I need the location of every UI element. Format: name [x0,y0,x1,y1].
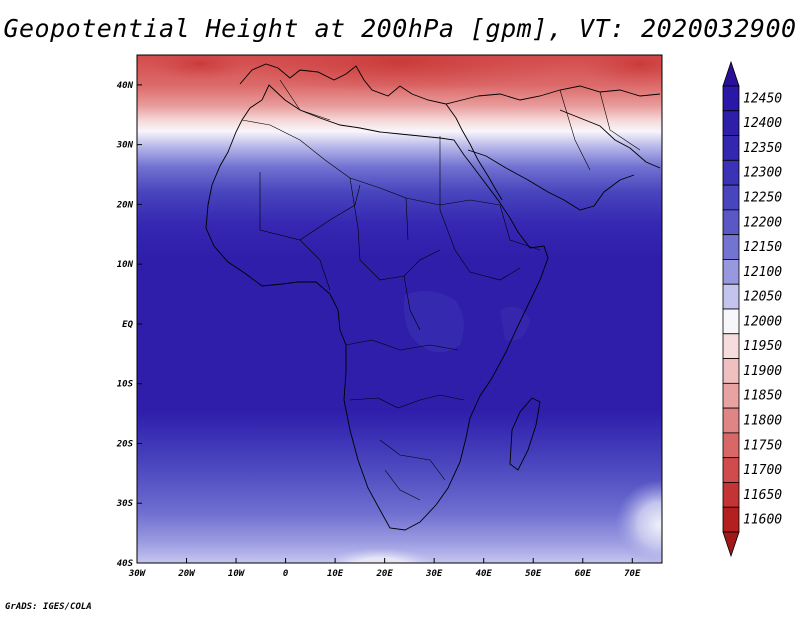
colorbar-label: 12100 [743,265,782,280]
x-tick-label: 40E [476,569,493,579]
colorbar-swatch [722,135,740,161]
colorbar-top-arrow [722,60,740,87]
colorbar-label: 12050 [743,290,782,305]
colorbar-label: 11650 [743,488,782,503]
colorbar-label: 11850 [743,389,782,404]
colorbar-swatch [722,333,740,359]
colorbar-swatch [722,110,740,136]
coastlines [205,63,661,531]
y-tick-label: 20S [116,439,134,449]
colorbar-label: 12450 [743,91,782,106]
colorbar-swatch [722,209,740,236]
colorbar-swatch [722,283,740,310]
colorbar-label: 12400 [743,116,782,131]
colorbar-label: 12200 [743,215,782,230]
colorbar-swatch [722,259,740,285]
colorbar-swatch [722,184,740,211]
y-tick-label: 20N [116,200,134,210]
x-tick-label: 10E [327,569,344,579]
colorbar-label: 11600 [743,513,782,528]
x-tick-label: 10W [228,569,246,579]
colorbar-swatch [722,358,740,384]
colorbar-swatch [722,308,740,335]
colorbar-swatch [722,506,740,533]
x-tick-label: 0 [283,569,289,579]
x-tick-label: 20W [177,569,196,579]
x-tick-label: 50E [525,569,542,579]
y-tick-label: 10N [117,260,134,270]
y-tick-label: 10S [117,380,134,390]
colorbar-swatch [722,457,740,483]
axis-ticks: 30W 20W 10W 0 10E 20E 30E 40E 50E 60E 70E 40N 30N 20N… [116,81,641,579]
colorbar: 12450 12400 12350 12300 12250 12200 12150 12100… [722,60,782,558]
colorbar-swatch [722,407,740,434]
geopotential-field [137,55,662,563]
colorbar-label: 11900 [743,364,782,379]
x-tick-label: 30E [425,569,443,579]
x-tick-label: 30W [128,569,147,579]
colorbar-label: 12000 [743,314,782,329]
colorbar-label: 11800 [743,414,782,429]
colorbar-bottom-arrow [722,531,740,558]
colorbar-swatch [722,234,740,260]
colorbar-swatch [722,159,740,186]
colorbar-label: 12250 [743,191,782,206]
x-tick-label: 70E [624,569,641,579]
y-tick-label: 30N [116,141,134,151]
colorbar-label: 11750 [743,438,782,453]
colorbar-swatch [722,382,740,409]
y-tick-label: 40N [117,81,134,91]
y-tick-label: 30S [116,499,134,509]
grads-credit: GrADS: IGES/COLA [5,602,92,612]
y-tick-label: 40S [117,559,134,569]
country-borders [241,79,641,501]
colorbar-label: 11700 [743,463,782,478]
colorbar-swatch [722,482,740,508]
colorbar-label: 12300 [743,166,782,181]
colorbar-label: 12350 [743,141,782,156]
plot-frame [136,54,663,564]
colorbar-label: 11950 [743,339,782,354]
x-tick-label: 20E [376,569,394,579]
colorbar-swatch [722,85,740,112]
x-tick-label: 60E [575,569,592,579]
colorbar-label: 12150 [743,240,782,255]
map-title: Geopotential Height at 200hPa [gpm], VT:… [3,14,797,43]
y-tick-label: EQ [122,320,133,330]
colorbar-swatch [722,432,740,459]
